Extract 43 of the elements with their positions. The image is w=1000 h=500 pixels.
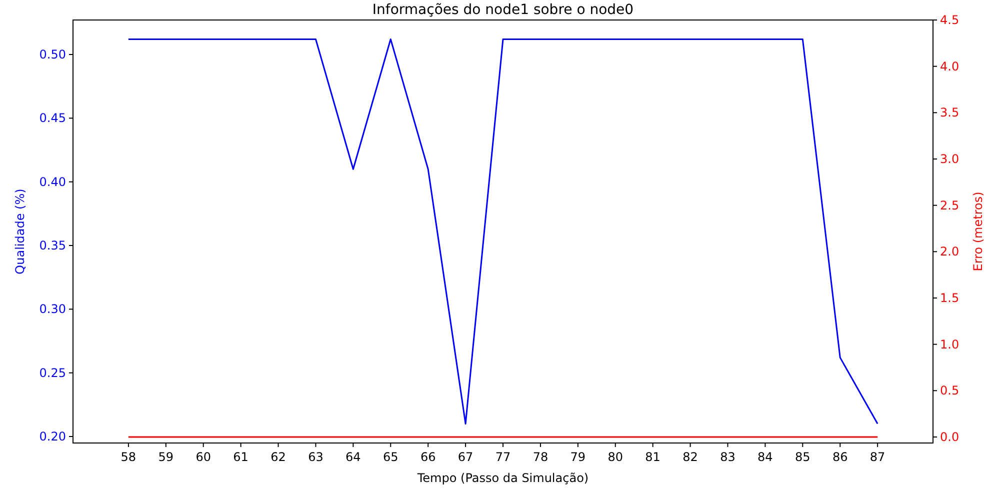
x-tick-label: 81 bbox=[645, 450, 660, 464]
x-tick-label: 67 bbox=[458, 450, 474, 464]
y2-tick-label: 0.0 bbox=[940, 430, 960, 444]
y2-axis-title: Erro (metros) bbox=[971, 192, 985, 272]
y2-tick-label: 3.5 bbox=[940, 106, 960, 120]
y2-tick-label: 2.5 bbox=[940, 198, 960, 212]
x-tick-label: 87 bbox=[870, 450, 886, 464]
x-tick-label: 85 bbox=[795, 450, 810, 464]
y-axis-title: Qualidade (%) bbox=[13, 188, 27, 274]
x-tick-label: 59 bbox=[158, 450, 174, 464]
y2-tick-label: 2.0 bbox=[940, 244, 960, 259]
y-tick-label: 0.45 bbox=[39, 111, 66, 126]
x-tick-label: 86 bbox=[832, 450, 848, 464]
y-tick-label: 0.35 bbox=[39, 238, 66, 253]
x-tick-label: 78 bbox=[532, 450, 548, 464]
x-tick-label: 60 bbox=[196, 450, 211, 464]
x-tick-label: 63 bbox=[308, 450, 324, 464]
x-tick-label: 58 bbox=[120, 450, 136, 464]
x-tick-label: 61 bbox=[233, 450, 248, 464]
x-tick-label: 83 bbox=[720, 450, 736, 464]
x-tick-label: 84 bbox=[758, 450, 773, 464]
y-tick-label: 0.50 bbox=[39, 48, 66, 62]
line-series bbox=[128, 38, 878, 425]
x-tick-label: 65 bbox=[382, 450, 398, 464]
y-tick-label: 0.30 bbox=[39, 302, 66, 316]
x-tick-label: 62 bbox=[270, 450, 286, 464]
y2-tick-label: 1.5 bbox=[940, 290, 960, 305]
y2-tick-label: 4.0 bbox=[940, 59, 960, 74]
y2-tick-label: 3.0 bbox=[940, 152, 960, 166]
x-tick-label: 77 bbox=[495, 450, 511, 464]
x-tick-label: 79 bbox=[570, 450, 586, 464]
y2-tick-label: 4.5 bbox=[940, 13, 960, 27]
y-tick-label: 0.25 bbox=[39, 366, 66, 380]
y-tick-label: 0.20 bbox=[39, 430, 66, 444]
y-tick-label: 0.40 bbox=[39, 174, 66, 189]
x-axis-title: Tempo (Passo da Simulação) bbox=[416, 471, 589, 485]
x-tick-label: 66 bbox=[420, 450, 436, 464]
x-tick-label: 80 bbox=[608, 450, 624, 464]
chart-title: Informações do node1 sobre o node0 bbox=[372, 2, 634, 18]
x-tick-label: 64 bbox=[346, 450, 361, 464]
x-tick-label: 82 bbox=[682, 450, 698, 464]
y2-tick-label: 0.5 bbox=[940, 384, 960, 398]
y2-tick-label: 1.0 bbox=[940, 337, 960, 352]
